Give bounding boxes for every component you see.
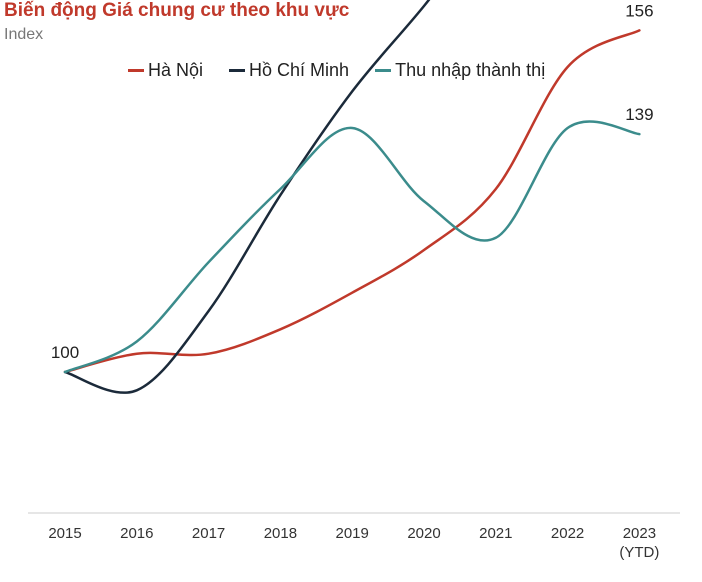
data-label-thu-nhap-thanh-thi-2023: 139 bbox=[625, 105, 653, 124]
x-tick-labels: 2015 2016 2017 2018 2019 2020 2021 2022 2023 (YTD… bbox=[48, 525, 659, 561]
data-labels: 156182139100 bbox=[51, 1, 654, 362]
x-tick-label-2016: 2016 bbox=[120, 525, 153, 542]
x-tick-label-2019: 2019 bbox=[336, 525, 369, 542]
legend-item-ho-chi-minh: Hồ Chí Minh bbox=[229, 60, 349, 81]
series-layer bbox=[63, 0, 641, 394]
data-label-ha-noi-2023: 156 bbox=[625, 1, 653, 20]
chart-title: Biến động Giá chung cư theo khu vực bbox=[4, 0, 350, 21]
x-tick-label-2020: 2020 bbox=[407, 525, 440, 542]
x-tick-label-2017: 2017 bbox=[192, 525, 225, 542]
legend-item-thu-nhap: Thu nhập thành thị bbox=[375, 60, 545, 81]
legend-label-ho-chi-minh: Hồ Chí Minh bbox=[249, 60, 350, 80]
legend-swatch-ho-chi-minh bbox=[229, 69, 246, 72]
legend-label-ha-noi: Hà Nội bbox=[148, 60, 204, 80]
x-tick-label-2018: 2018 bbox=[264, 525, 297, 542]
x-tick-sublabel-2023: (YTD) bbox=[619, 544, 659, 561]
x-tick-label-2021: 2021 bbox=[479, 525, 512, 542]
x-tick-label-2023: 2023 bbox=[623, 525, 656, 542]
series-line-ho-chi-minh bbox=[63, 0, 431, 394]
data-label-ha-noi-2015: 100 bbox=[51, 343, 79, 362]
chart-subtitle: Index bbox=[4, 26, 44, 43]
legend-swatch-ha-noi bbox=[128, 69, 144, 72]
legend-label-thu-nhap: Thu nhập thành thị bbox=[395, 60, 546, 80]
x-tick-label-2022: 2022 bbox=[551, 525, 584, 542]
series-line-thu-nhap-thanh-thi bbox=[63, 120, 641, 374]
legend: Hà Nội Hồ Chí Minh Thu nhập thành thị bbox=[128, 60, 545, 81]
x-tick-label-2015: 2015 bbox=[48, 525, 81, 542]
series-line-ha-noi bbox=[63, 29, 641, 374]
legend-item-ha-noi: Hà Nội bbox=[128, 60, 203, 81]
legend-swatch-thu-nhap bbox=[375, 69, 392, 72]
